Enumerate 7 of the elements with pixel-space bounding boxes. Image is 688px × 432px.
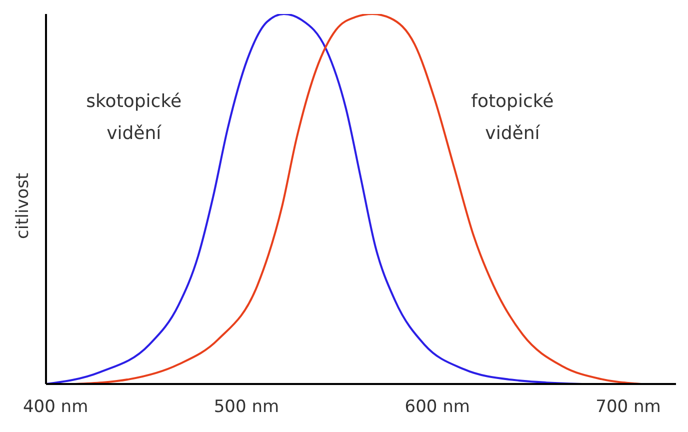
x-tick-label: 700 nm [596,397,661,418]
x-tick-label: 600 nm [404,397,470,418]
series-label: fotopické vidění [470,90,555,146]
x-tick-label: 500 nm [214,397,280,418]
y-axis-title: citlivost [13,172,34,239]
x-tick-label: 400 nm [22,397,88,418]
text: skotopické vidění [85,90,183,146]
